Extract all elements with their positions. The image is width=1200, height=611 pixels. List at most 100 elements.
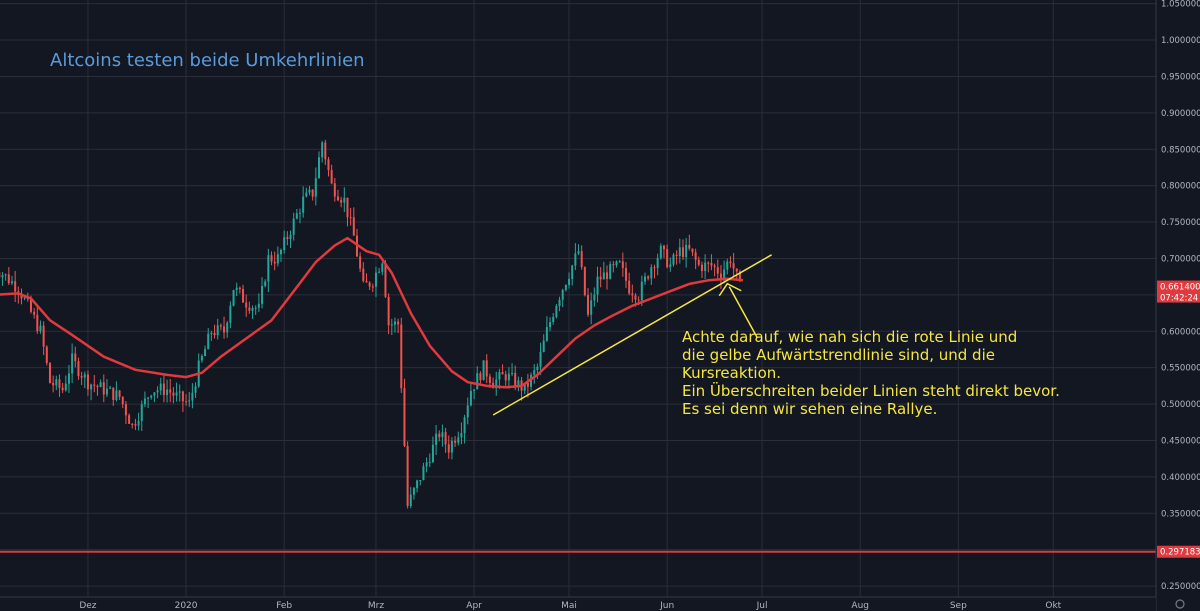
candle-body — [29, 299, 32, 312]
candle-body — [105, 388, 108, 395]
time-tick-label: Feb — [276, 601, 292, 611]
candle-body — [621, 261, 624, 268]
candle-body — [223, 326, 226, 333]
candle-body — [128, 415, 131, 424]
candle-body — [400, 324, 403, 389]
candle-body — [219, 325, 222, 327]
candle-body — [482, 360, 485, 381]
candle-body — [140, 404, 143, 421]
candle-body — [292, 218, 295, 235]
candle-body — [735, 268, 738, 272]
candle-body — [172, 392, 175, 396]
candle-body — [650, 267, 653, 279]
price-tick-label: 0.75000000 — [1161, 218, 1200, 228]
candle-body — [669, 264, 672, 268]
candle-body — [159, 383, 162, 391]
candle-body — [672, 254, 675, 265]
candle-body — [166, 389, 169, 396]
candle-body — [124, 404, 127, 416]
candle-body — [371, 286, 374, 288]
candle-body — [280, 249, 283, 255]
candle-body — [643, 276, 646, 282]
candle-body — [359, 256, 362, 269]
candle-body — [311, 189, 314, 197]
trendline — [492, 254, 772, 416]
candle-body — [428, 462, 431, 464]
candle-body — [324, 142, 327, 160]
candle-body — [454, 440, 457, 443]
time-axis-bg — [0, 597, 1156, 611]
candle-body — [738, 271, 741, 281]
candle-body — [169, 389, 172, 393]
candle-body — [473, 389, 476, 392]
candle-body — [599, 276, 602, 280]
candle-body — [447, 444, 450, 453]
candle-body — [112, 387, 115, 400]
candles — [0, 139, 741, 509]
price-tag-label: 0.29718363 — [1160, 548, 1200, 558]
candle-body — [488, 376, 491, 383]
price-tick-label: 0.95000000 — [1161, 72, 1200, 82]
candle-body — [390, 324, 393, 326]
candle-body — [207, 333, 210, 350]
candle-body — [213, 332, 216, 336]
candle-body — [662, 245, 665, 250]
candle-body — [526, 382, 529, 387]
time-tick-label: Dez — [79, 601, 96, 611]
candle-body — [419, 480, 422, 482]
chart-title: Altcoins testen beide Umkehrlinien — [50, 50, 365, 71]
candle-body — [495, 379, 498, 389]
candle-body — [83, 374, 86, 378]
candle-body — [596, 276, 599, 295]
time-tick-label: Okt — [1045, 601, 1061, 611]
candle-body — [507, 373, 510, 381]
candle-body — [276, 254, 279, 264]
candle-body — [131, 423, 134, 425]
candle-body — [102, 382, 105, 395]
candle-body — [330, 170, 333, 184]
candle-body — [523, 382, 526, 391]
candle-body — [656, 258, 659, 269]
candle-body — [191, 392, 194, 401]
candle-body — [403, 388, 406, 446]
candle-body — [368, 282, 371, 287]
price-tick-label: 1.00000000 — [1161, 36, 1200, 46]
candle-body — [732, 263, 735, 269]
candle-body — [283, 237, 286, 250]
settings-gear-icon[interactable] — [1175, 599, 1185, 609]
candle-body — [257, 303, 260, 308]
candle-body — [514, 372, 517, 387]
candle-body — [7, 274, 10, 284]
annotation-line: die gelbe Aufwärtstrendlinie sind, und d… — [682, 346, 995, 364]
time-tick-label: Sep — [950, 601, 967, 611]
indicator-lines — [0, 236, 1156, 553]
candle-body — [4, 274, 7, 276]
candle-body — [188, 400, 191, 402]
candle-body — [498, 372, 501, 380]
price-tick-label: 0.40000000 — [1161, 473, 1200, 483]
candle-body — [583, 267, 586, 296]
candle-body — [558, 299, 561, 306]
candle-body — [606, 272, 609, 279]
candle-body — [691, 248, 694, 253]
candle-body — [254, 307, 257, 309]
candle-body — [438, 433, 441, 438]
time-tick-label: Jun — [659, 601, 674, 611]
price-tag-label: 0.661400000 — [1160, 283, 1200, 293]
candle-body — [590, 300, 593, 315]
candle-body — [118, 390, 121, 397]
price-tag — [1157, 545, 1200, 558]
candle-body — [625, 267, 627, 281]
annotation-line: Achte darauf, wie nah sich die rote Lini… — [682, 328, 1018, 346]
candle-body — [299, 212, 302, 214]
candle-body — [450, 440, 453, 453]
candle-body — [321, 142, 324, 158]
price-axis-bg — [1156, 0, 1200, 611]
candle-body — [67, 373, 70, 384]
candle-body — [314, 178, 317, 197]
candle-body — [564, 285, 567, 290]
candle-body — [666, 249, 669, 268]
candle-body — [719, 273, 722, 279]
